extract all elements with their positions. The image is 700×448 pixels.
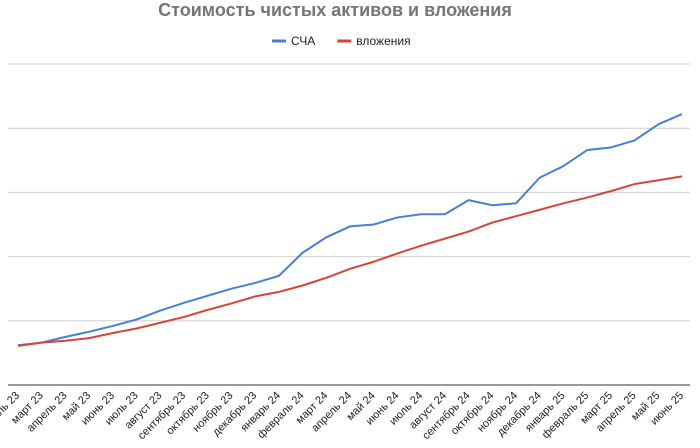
series-line	[17, 175, 683, 347]
series-line	[17, 113, 683, 347]
legend-label: СЧА	[291, 34, 315, 48]
chart-title: Стоимость чистых активов и вложения	[158, 0, 512, 20]
legend-label: вложения	[356, 34, 410, 48]
